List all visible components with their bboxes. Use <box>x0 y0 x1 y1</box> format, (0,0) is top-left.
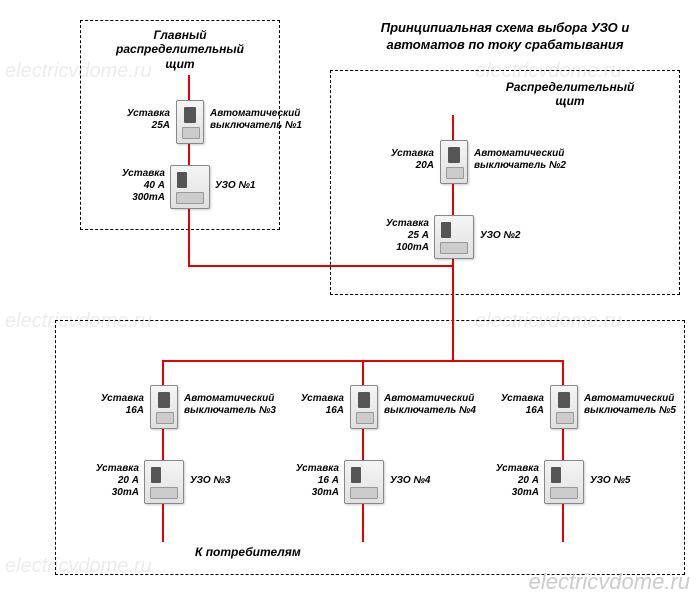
breaker-1-setting: Уставка25А <box>110 108 170 132</box>
breaker-2-setting: Уставка20А <box>374 148 434 172</box>
breaker-3-setting: Уставка16А <box>84 393 144 417</box>
rcd-5 <box>544 460 584 504</box>
wire <box>188 142 190 165</box>
wire <box>188 265 453 267</box>
breaker-5 <box>550 385 578 429</box>
rcd-2 <box>434 215 474 259</box>
dist-panel-title: Распределительныйщит <box>480 80 660 109</box>
wire <box>562 360 564 385</box>
wire <box>162 502 164 542</box>
wire <box>162 427 164 460</box>
rcd-3-name: УЗО №3 <box>190 475 270 487</box>
main-panel-title: Главныйраспределительныйщит <box>100 28 260 71</box>
diagram-container: electricvdome.ru electricvdome.ru electr… <box>0 0 700 600</box>
consumers-label: К потребителям <box>195 545 301 559</box>
wire <box>452 182 454 215</box>
rcd-4-setting: Уставка16 А30mA <box>279 463 339 499</box>
breaker-3 <box>150 385 178 429</box>
breaker-5-name: Автоматическийвыключатель №5 <box>584 393 684 417</box>
consumer-box <box>55 320 685 575</box>
wire <box>188 207 190 267</box>
rcd-4 <box>344 460 384 504</box>
breaker-4-setting: Уставка16А <box>284 393 344 417</box>
rcd-1 <box>170 165 210 209</box>
breaker-4 <box>350 385 378 429</box>
wire <box>188 75 190 100</box>
breaker-2 <box>440 140 468 184</box>
breaker-1-name: Автоматическийвыключатель №1 <box>210 108 320 132</box>
rcd-5-name: УЗО №5 <box>590 475 670 487</box>
rcd-1-name: УЗО №1 <box>215 180 295 192</box>
wire <box>562 427 564 460</box>
wire <box>452 257 454 362</box>
rcd-3 <box>144 460 184 504</box>
rcd-3-setting: Уставка20 А30mA <box>79 463 139 499</box>
breaker-2-name: Автоматическийвыключатель №2 <box>474 148 594 172</box>
rcd-1-setting: Уставка40 А300mA <box>105 168 165 204</box>
rcd-2-setting: Уставка25 А100mA <box>369 218 429 254</box>
wire <box>362 427 364 460</box>
wire <box>362 360 364 385</box>
wire <box>562 502 564 542</box>
footer-watermark: electricvdome.ru <box>529 569 690 595</box>
rcd-5-setting: Уставка20 А30mA <box>479 463 539 499</box>
rcd-2-name: УЗО №2 <box>480 230 560 242</box>
wire <box>362 502 364 542</box>
wire <box>162 360 164 385</box>
breaker-1 <box>176 100 204 144</box>
main-title: Принципиальная схема выбора УЗО иавтомат… <box>330 20 680 54</box>
breaker-5-setting: Уставка16А <box>484 393 544 417</box>
rcd-4-name: УЗО №4 <box>390 475 470 487</box>
